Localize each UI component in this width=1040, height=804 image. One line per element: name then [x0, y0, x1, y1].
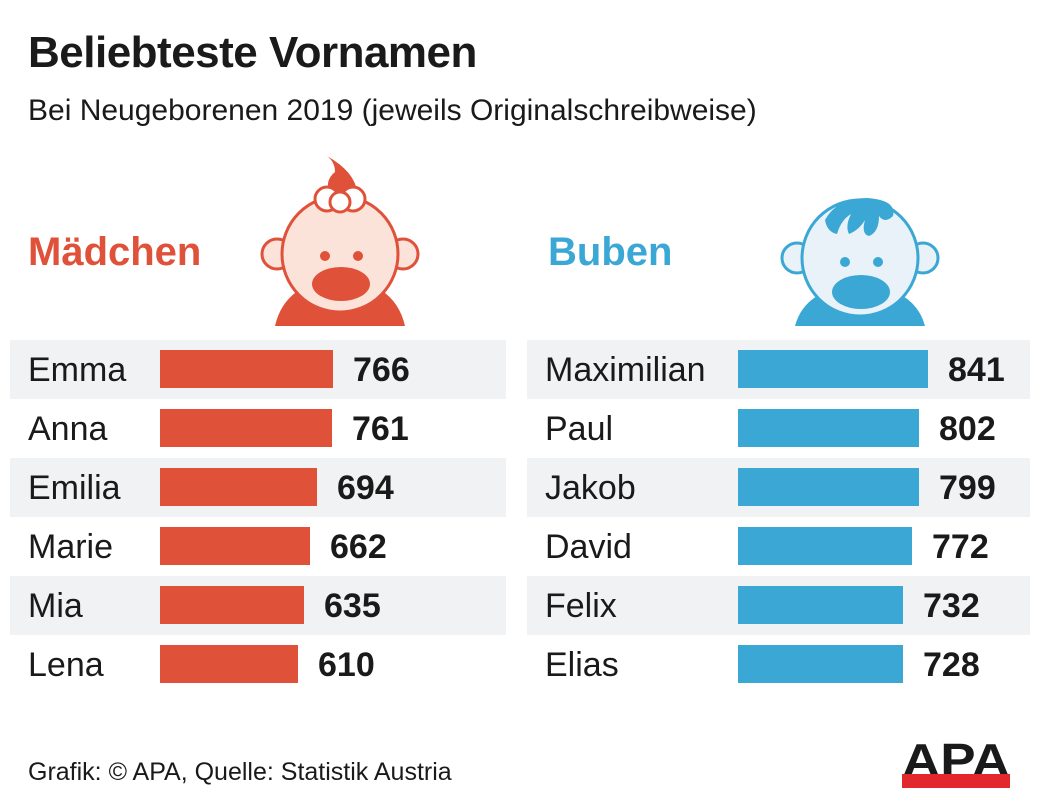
- bar-row: Jakob 799: [527, 458, 1030, 517]
- value-label: 761: [352, 410, 409, 448]
- category-label: Anna: [28, 410, 108, 448]
- chart-subtitle: Bei Neugeborenen 2019 (jeweils Originals…: [28, 94, 757, 127]
- boy-bar: [738, 645, 903, 683]
- bar-row: David 772: [527, 517, 1030, 576]
- bar-row: Marie 662: [10, 517, 506, 576]
- value-label: 841: [948, 351, 1005, 389]
- boy-bar: [738, 586, 903, 624]
- source-credit: Grafik: © APA, Quelle: Statistik Austria: [28, 758, 452, 786]
- baby-girl-icon: [260, 156, 420, 326]
- chart-title: Beliebteste Vornamen: [28, 28, 477, 77]
- category-label: David: [545, 528, 632, 566]
- baby-boy-icon: [780, 198, 940, 326]
- girls-bar-chart: Emma 766 Anna 761 Emilia 694 Marie 662 Mia 635 Len…: [10, 340, 506, 694]
- girl-bar: [160, 527, 310, 565]
- value-label: 732: [923, 587, 980, 625]
- category-label: Emma: [28, 351, 127, 389]
- girl-bar: [160, 586, 304, 624]
- category-label: Jakob: [545, 469, 636, 507]
- category-label: Lena: [28, 646, 104, 684]
- boys-heading: Buben: [548, 230, 673, 274]
- value-label: 610: [318, 646, 375, 684]
- bar-row: Elias 728: [527, 635, 1030, 694]
- value-label: 635: [324, 587, 381, 625]
- bar-row: Maximilian 841: [527, 340, 1030, 399]
- category-label: Paul: [545, 410, 614, 448]
- category-label: Mia: [28, 587, 83, 625]
- girl-bar: [160, 468, 317, 506]
- boys-bar-chart: Maximilian 841 Paul 802 Jakob 799 David 772 Feli…: [527, 340, 1030, 694]
- girl-bar: [160, 645, 298, 683]
- bar-row: Felix 732: [527, 576, 1030, 635]
- value-label: 799: [939, 469, 996, 507]
- category-label: Elias: [545, 646, 619, 684]
- bar-row: Lena 610: [10, 635, 506, 694]
- boy-bar: [738, 468, 919, 506]
- bar-row: Mia 635: [10, 576, 506, 635]
- apa-logo-bar: [902, 774, 1010, 788]
- value-label: 772: [932, 528, 989, 566]
- girl-bar: [160, 350, 333, 388]
- bar-row: Anna 761: [10, 399, 506, 458]
- boy-bar: [738, 527, 912, 565]
- value-label: 766: [353, 351, 410, 389]
- category-label: Marie: [28, 528, 114, 566]
- apa-logo: APA: [902, 740, 1010, 788]
- value-label: 802: [939, 410, 996, 448]
- boy-bar: [738, 409, 919, 447]
- bar-row: Emma 766: [10, 340, 506, 399]
- category-label: Felix: [545, 587, 617, 625]
- boy-bar: [738, 350, 928, 388]
- category-label: Emilia: [28, 469, 121, 507]
- value-label: 694: [337, 469, 394, 507]
- girls-heading: Mädchen: [28, 230, 202, 274]
- bar-row: Paul 802: [527, 399, 1030, 458]
- bar-row: Emilia 694: [10, 458, 506, 517]
- girl-bar: [160, 409, 332, 447]
- value-label: 662: [330, 528, 387, 566]
- category-label: Maximilian: [545, 351, 706, 389]
- value-label: 728: [923, 646, 980, 684]
